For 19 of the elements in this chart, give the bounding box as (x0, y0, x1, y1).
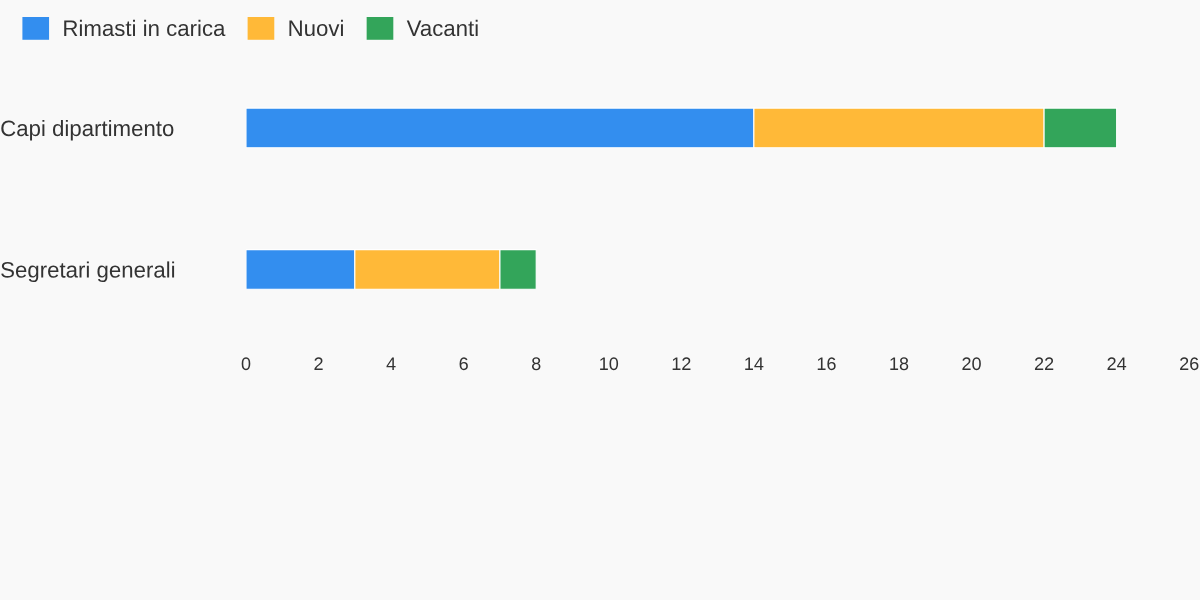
x-tick-label: 20 (962, 357, 981, 371)
x-tick-label: 16 (817, 357, 836, 371)
x-tick-label: 18 (890, 357, 909, 371)
legend-label: Nuovi (289, 19, 343, 37)
x-tick-label: 26 (1180, 357, 1199, 371)
legend-label: Vacanti (406, 19, 478, 37)
x-tick-label: 22 (1034, 357, 1054, 370)
x-tick-label: 6 (459, 357, 468, 371)
y-tick-label: Capi dipartimento (1, 119, 174, 141)
x-tick-label: 8 (531, 357, 541, 371)
x-tick-label: 12 (672, 357, 691, 370)
x-tick-label: 2 (314, 357, 323, 370)
legend-label: Rimasti in carica (64, 19, 226, 37)
x-tick-label: 14 (745, 357, 764, 370)
x-tick-label: 4 (386, 357, 396, 370)
x-tick-label: 24 (1107, 357, 1127, 370)
y-tick-label: Segretari generali (1, 261, 175, 283)
x-tick-label: 10 (600, 357, 619, 371)
x-tick-label: 0 (241, 357, 251, 371)
